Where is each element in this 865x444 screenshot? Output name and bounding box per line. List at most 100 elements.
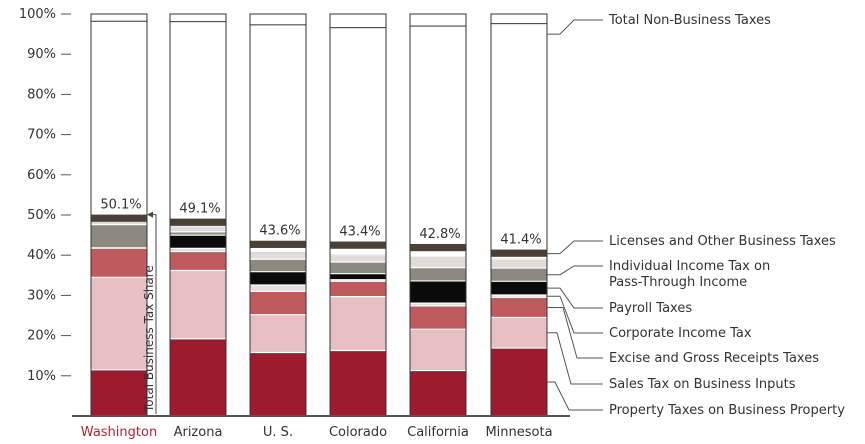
bar-segment	[91, 224, 147, 248]
y-tick-label: 40%	[27, 248, 56, 263]
bar-segment	[491, 317, 547, 349]
bar-segment	[410, 256, 466, 268]
bar-segment	[491, 297, 547, 318]
bar-segment	[410, 305, 466, 330]
category-label: Colorado	[329, 425, 387, 439]
bar-segment	[330, 350, 386, 416]
bars	[90, 13, 548, 417]
total-share-cap	[250, 240, 306, 248]
legend-label: Individual Income Tax on	[609, 259, 770, 274]
bar-segment	[250, 251, 306, 260]
legend-leader-line	[547, 295, 603, 334]
bar-segment	[170, 226, 226, 232]
category-label: Washington	[81, 425, 157, 439]
legend-label: Pass-Through Income	[609, 275, 747, 290]
bar-segment	[250, 284, 306, 292]
legend-leader-line	[547, 19, 603, 35]
y-tick-label: 60%	[27, 168, 56, 183]
legend-leader-line	[547, 332, 603, 385]
bar-segment	[249, 24, 307, 253]
bar-segment	[330, 262, 386, 274]
bar-segment	[170, 251, 226, 271]
total-share-label: 50.1%	[100, 198, 141, 213]
legend-label: Total Non-Business Taxes	[608, 13, 771, 28]
y-tick-label: 50%	[27, 208, 56, 223]
bar-segment	[250, 259, 306, 272]
total-share-cap	[491, 249, 547, 257]
legend-label: Sales Tax on Business Inputs	[609, 377, 796, 392]
bar-segment	[410, 303, 466, 306]
category-label: Arizona	[174, 425, 223, 439]
bar-segment	[410, 267, 466, 281]
annotation: Total Business Tax Share	[142, 211, 157, 414]
bar-segment	[410, 370, 466, 416]
total-share-cap	[330, 241, 386, 249]
bar-segment	[91, 369, 147, 416]
y-tick-label: 100%	[19, 7, 56, 22]
total-share-label: 42.8%	[419, 227, 460, 242]
total-share-label: 41.4%	[500, 233, 541, 248]
bar-segment	[491, 294, 547, 298]
legend-leader-line	[547, 287, 603, 309]
legend-leader-line	[547, 240, 603, 255]
bar-segment	[250, 352, 306, 416]
total-share-label: 43.4%	[339, 225, 380, 240]
bar-segment	[491, 348, 547, 416]
total-labels: 50.1% 49.1% 43.6% 43.4% 42.8% 41.4%	[100, 198, 541, 248]
legend-leader-line	[547, 306, 603, 359]
bar-segment	[90, 20, 148, 223]
bar-segment	[491, 259, 547, 269]
bar-segment	[491, 268, 547, 282]
y-tick-label: 80%	[27, 87, 56, 102]
x-axis: Washington Arizona U. S. Colorado California…	[72, 415, 570, 440]
legend-label: Excise and Gross Receipts Taxes	[609, 351, 819, 366]
legend: Total Non-Business Taxes Licenses and Oth…	[547, 13, 845, 418]
y-tick-label: 90%	[27, 47, 56, 62]
legend-label: Payroll Taxes	[609, 301, 692, 316]
bar-segment	[330, 296, 386, 351]
bar-segment	[91, 247, 147, 278]
bar-segment	[170, 270, 226, 339]
bar-segment	[330, 279, 386, 282]
bar-segment	[491, 281, 547, 295]
bar-segment	[330, 281, 386, 297]
total-share-cap	[170, 218, 226, 226]
total-share-label: 43.6%	[259, 224, 300, 239]
legend-leader-line	[547, 265, 603, 276]
y-tick-label: 20%	[27, 329, 56, 344]
bar-segment	[410, 329, 466, 371]
category-label: Minnesota	[485, 425, 552, 439]
total-share-label: 49.1%	[179, 202, 220, 217]
bar-segment	[410, 280, 466, 304]
bar-segment	[250, 291, 306, 315]
total-share-cap	[91, 214, 147, 222]
bar-segment	[329, 27, 387, 256]
bar-segment	[170, 248, 226, 252]
bar-segment	[91, 221, 147, 225]
bar-segment	[409, 25, 467, 257]
annotation-arrowhead	[147, 211, 153, 218]
y-tick-label: 10%	[27, 369, 56, 384]
bar-segment	[170, 338, 226, 416]
annotation-label: Total Business Tax Share	[142, 265, 156, 413]
bar-segment	[490, 23, 548, 260]
legend-label: Property Taxes on Business Property	[609, 403, 845, 418]
category-label: California	[407, 425, 469, 439]
y-tick-label: 70%	[27, 128, 56, 143]
legend-leader-line	[547, 381, 603, 411]
bar-segment	[250, 271, 306, 285]
bar-segment	[250, 314, 306, 353]
y-axis: 10% 20% 30% 40% 50% 60% 70% 80% 90% 100%	[19, 7, 71, 384]
bar-segment	[330, 255, 386, 263]
legend-label: Licenses and Other Business Taxes	[609, 234, 836, 249]
legend-label: Corporate Income Tax	[609, 326, 752, 341]
bar-segment	[170, 235, 226, 249]
y-tick-label: 30%	[27, 288, 56, 303]
category-label: U. S.	[263, 425, 293, 439]
total-share-cap	[410, 243, 466, 252]
bar-segment	[330, 273, 386, 280]
bar-segment	[170, 231, 226, 236]
bar-segment	[169, 21, 227, 227]
